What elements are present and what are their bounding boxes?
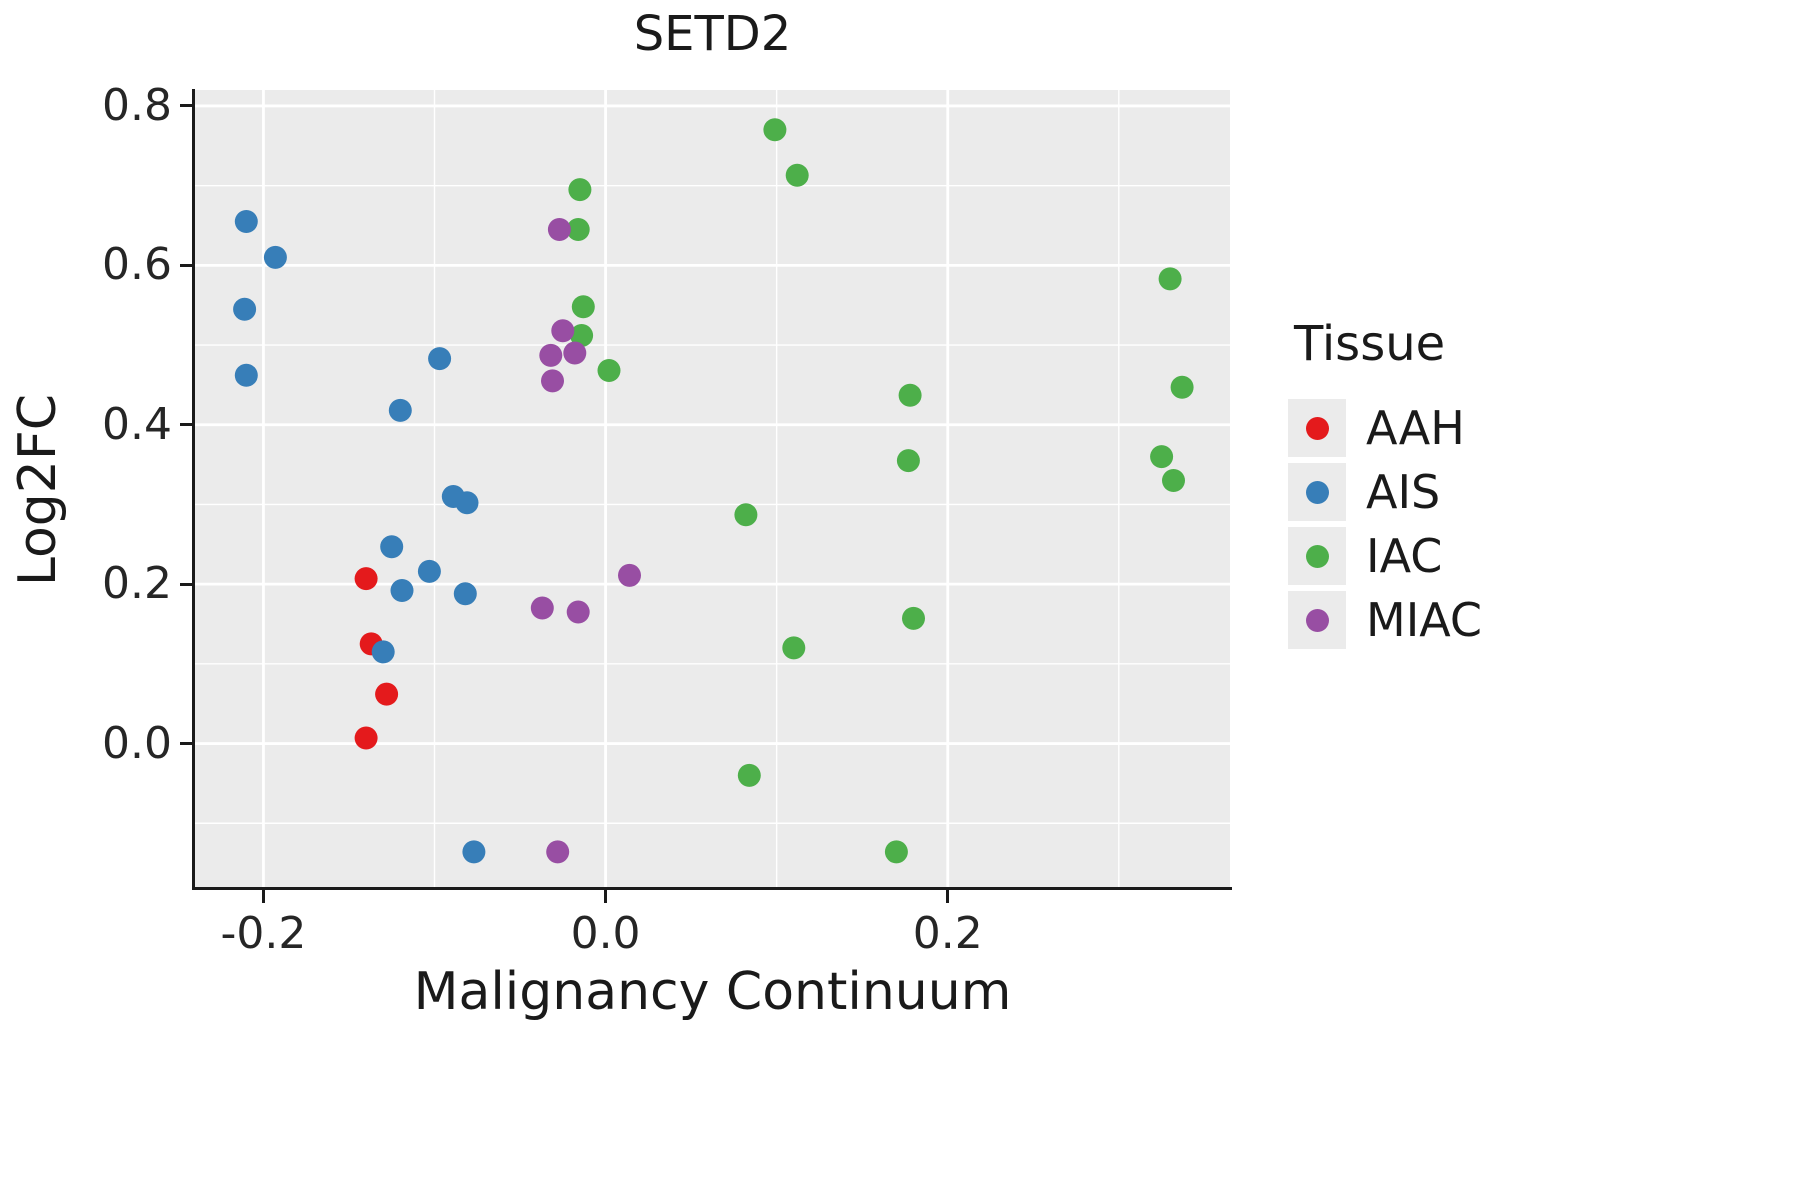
x-tick-mark	[946, 890, 950, 903]
y-tick-mark	[180, 104, 193, 108]
data-point-IAC	[785, 163, 809, 187]
data-point-MIAC	[539, 343, 563, 367]
data-point-AIS	[234, 210, 258, 233]
legend-label: AAH	[1366, 401, 1465, 455]
legend-dot-icon	[1305, 480, 1329, 504]
legend-entry-MIAC: MIAC	[1288, 588, 1482, 652]
data-point-IAC	[1158, 267, 1182, 291]
plot-canvas	[195, 90, 1230, 887]
data-point-IAC	[1162, 469, 1185, 492]
legend-key	[1288, 463, 1346, 521]
legend-label: MIAC	[1366, 593, 1483, 647]
legend-label: IAC	[1366, 529, 1443, 583]
data-point-AAH	[375, 682, 399, 706]
y-axis-title: Log2FC	[8, 393, 68, 587]
data-point-IAC	[566, 218, 590, 241]
data-point-IAC	[734, 503, 758, 527]
data-point-AIS	[380, 535, 404, 559]
data-point-IAC	[782, 636, 806, 660]
y-tick-mark	[180, 742, 193, 746]
data-point-IAC	[571, 295, 595, 319]
y-tick-label: 0.0	[102, 717, 172, 769]
chart-title: SETD2	[633, 6, 792, 62]
y-tick-mark	[180, 582, 193, 586]
legend-entry-AIS: AIS	[1288, 460, 1482, 524]
legend-entry-IAC: IAC	[1288, 524, 1482, 588]
data-point-MIAC	[547, 218, 571, 241]
legend-dot-icon	[1305, 544, 1329, 568]
y-tick-label: 0.8	[102, 79, 172, 131]
legend: Tissue AAH AIS IAC MIAC	[1288, 316, 1482, 652]
data-point-IAC	[597, 359, 621, 382]
data-point-AIS	[388, 398, 412, 422]
data-point-IAC	[898, 383, 922, 407]
data-point-MIAC	[566, 600, 590, 624]
x-tick-label: 0.0	[570, 908, 641, 959]
data-point-AIS	[462, 840, 486, 864]
legend-key	[1288, 399, 1346, 457]
legend-key	[1288, 591, 1346, 649]
data-point-MIAC	[530, 596, 554, 620]
legend-entry-AAH: AAH	[1288, 396, 1482, 460]
data-point-AAH	[354, 726, 378, 750]
data-point-AAH	[354, 567, 378, 591]
data-point-IAC	[737, 763, 761, 787]
legend-dot-icon	[1305, 416, 1329, 440]
data-point-IAC	[1170, 375, 1194, 399]
y-tick-label: 0.2	[102, 558, 172, 610]
y-tick-label: 0.6	[102, 239, 172, 291]
data-point-MIAC	[541, 369, 564, 393]
data-point-IAC	[568, 178, 592, 202]
data-point-MIAC	[563, 341, 587, 365]
data-point-IAC	[763, 118, 787, 142]
y-tick-label: 0.4	[102, 398, 172, 450]
legend-title: Tissue	[1294, 316, 1446, 372]
data-point-MIAC	[618, 563, 641, 587]
x-tick-label: -0.2	[220, 908, 307, 959]
data-point-MIAC	[551, 319, 575, 343]
data-point-AIS	[453, 582, 477, 606]
y-tick-mark	[180, 423, 193, 427]
legend-dot-icon	[1305, 608, 1329, 632]
plot-panel	[195, 90, 1230, 887]
data-point-AIS	[234, 363, 258, 387]
x-tick-mark	[261, 890, 265, 903]
data-point-AIS	[417, 559, 441, 583]
x-tick-label: 0.2	[912, 908, 983, 959]
data-point-AIS	[263, 245, 287, 269]
data-point-IAC	[1150, 445, 1174, 469]
data-point-AIS	[428, 347, 452, 371]
x-tick-mark	[604, 890, 608, 903]
data-point-MIAC	[546, 840, 570, 864]
data-point-AIS	[233, 297, 257, 321]
legend-key	[1288, 527, 1346, 585]
legend-entries: AAH AIS IAC MIAC	[1288, 396, 1482, 652]
data-point-IAC	[896, 449, 920, 473]
data-point-IAC	[570, 324, 594, 347]
data-point-AIS	[455, 491, 479, 515]
x-axis-title: Malignancy Continuum	[413, 962, 1012, 1022]
legend-label: AIS	[1366, 465, 1441, 519]
data-point-IAC	[884, 840, 908, 864]
data-point-AIS	[371, 640, 395, 664]
x-axis-line	[192, 887, 1232, 890]
data-point-IAC	[902, 606, 925, 630]
y-tick-mark	[180, 263, 193, 267]
data-point-AIS	[390, 579, 414, 602]
y-axis-line	[192, 89, 195, 889]
